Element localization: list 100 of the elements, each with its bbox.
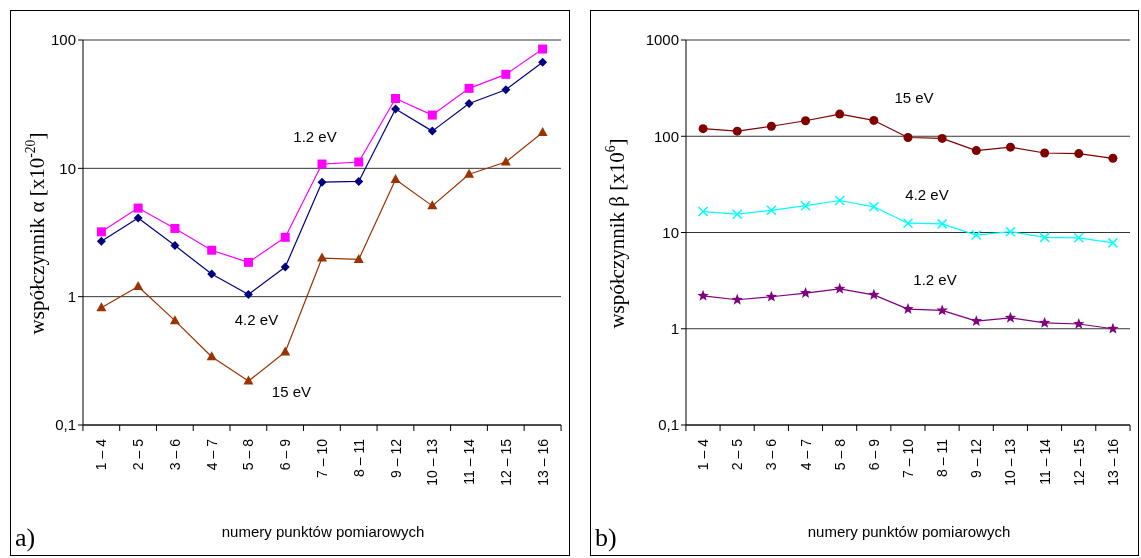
point bbox=[243, 257, 253, 267]
point bbox=[799, 287, 812, 298]
point bbox=[170, 241, 180, 251]
y-tick-label: 100 bbox=[653, 127, 679, 145]
text: b) bbox=[595, 523, 617, 553]
point bbox=[869, 115, 879, 125]
series-label: 4.2 eV bbox=[905, 186, 949, 204]
point bbox=[970, 315, 983, 326]
x-tick-label: 10 – 13 bbox=[1002, 438, 1019, 486]
text: a) bbox=[15, 523, 36, 553]
x-tick-label: 12 – 15 bbox=[497, 438, 514, 486]
series-label: 15 eV bbox=[894, 89, 934, 107]
point bbox=[280, 346, 291, 356]
point bbox=[169, 315, 180, 325]
point bbox=[903, 133, 913, 143]
point bbox=[464, 99, 474, 109]
point bbox=[280, 262, 290, 272]
point bbox=[971, 146, 981, 156]
point bbox=[391, 104, 401, 114]
point bbox=[280, 232, 290, 242]
point bbox=[766, 205, 777, 216]
point bbox=[390, 173, 401, 183]
point bbox=[170, 223, 180, 233]
x-tick-label: 11 – 14 bbox=[1036, 438, 1053, 485]
x-axis-title: numery punktów pomiarowych bbox=[221, 523, 425, 540]
point bbox=[765, 290, 778, 302]
point bbox=[464, 83, 474, 93]
point bbox=[391, 94, 401, 104]
series-label: 4.2 eV bbox=[234, 311, 279, 329]
series-label: 1.2 eV bbox=[913, 271, 957, 289]
point bbox=[427, 126, 437, 136]
x-tick-label: 9 – 12 bbox=[968, 438, 985, 478]
y-tick-label: 0,1 bbox=[658, 416, 679, 434]
x-tick-label: 9 – 12 bbox=[387, 438, 404, 478]
point bbox=[731, 208, 743, 220]
point bbox=[317, 177, 327, 187]
x-tick-label: 2 – 5 bbox=[130, 438, 147, 471]
point bbox=[902, 303, 914, 314]
point bbox=[732, 126, 742, 136]
point bbox=[1107, 237, 1119, 249]
point bbox=[697, 206, 709, 217]
series-label: 1.2 eV bbox=[293, 128, 337, 146]
point bbox=[1073, 318, 1085, 329]
point bbox=[766, 121, 776, 131]
x-tick-label: 13 – 16 bbox=[534, 438, 551, 486]
x-tick-label: 12 – 15 bbox=[1070, 438, 1087, 486]
x-tick-label: 4 – 7 bbox=[797, 438, 814, 471]
y-tick-label: 100 bbox=[50, 31, 76, 49]
x-tick-label: 2 – 5 bbox=[729, 438, 746, 471]
point bbox=[834, 195, 845, 206]
point bbox=[501, 85, 511, 95]
point bbox=[1038, 316, 1051, 328]
point bbox=[1040, 148, 1050, 158]
point bbox=[731, 293, 743, 305]
point bbox=[1004, 311, 1017, 323]
point bbox=[538, 57, 548, 67]
point bbox=[317, 252, 327, 262]
x-tick-label: 8 – 11 bbox=[350, 438, 367, 477]
x-tick-label: 7 – 10 bbox=[314, 438, 330, 478]
point bbox=[537, 127, 548, 137]
point bbox=[833, 282, 846, 294]
point bbox=[698, 124, 708, 134]
point bbox=[353, 253, 364, 263]
point bbox=[133, 281, 144, 291]
x-tick-label: 8 – 11 bbox=[934, 438, 951, 477]
point bbox=[96, 236, 106, 246]
point bbox=[133, 203, 143, 213]
x-tick-label: 5 – 8 bbox=[240, 438, 257, 471]
x-tick-label: 5 – 8 bbox=[831, 438, 848, 471]
point bbox=[96, 227, 106, 237]
point bbox=[354, 176, 364, 186]
point bbox=[1039, 232, 1050, 243]
point bbox=[464, 168, 475, 178]
x-tick-label: 1 – 4 bbox=[695, 438, 712, 471]
point bbox=[868, 288, 880, 300]
x-tick-label: 4 – 7 bbox=[203, 438, 220, 471]
point bbox=[971, 229, 982, 241]
point bbox=[936, 218, 948, 230]
point bbox=[1005, 142, 1015, 152]
point bbox=[868, 201, 880, 213]
x-axis-title: numery punktów pomiarowych bbox=[807, 523, 1011, 540]
y-tick-label: 10 bbox=[662, 223, 679, 241]
point bbox=[1074, 149, 1084, 159]
y-tick-label: 10 bbox=[59, 159, 76, 177]
point bbox=[1107, 322, 1119, 334]
point bbox=[1005, 226, 1016, 237]
point bbox=[800, 200, 811, 211]
point bbox=[243, 289, 253, 299]
point bbox=[427, 200, 438, 210]
point bbox=[500, 156, 511, 166]
x-tick-label: 13 – 16 bbox=[1104, 438, 1121, 486]
x-tick-label: 7 – 10 bbox=[900, 438, 916, 478]
point bbox=[207, 269, 217, 279]
point bbox=[207, 245, 217, 255]
point bbox=[937, 133, 947, 143]
x-tick-label: 10 – 13 bbox=[424, 438, 441, 486]
series-label: 15 eV bbox=[271, 383, 312, 401]
point bbox=[501, 69, 511, 79]
point bbox=[243, 375, 254, 385]
point bbox=[96, 302, 107, 312]
